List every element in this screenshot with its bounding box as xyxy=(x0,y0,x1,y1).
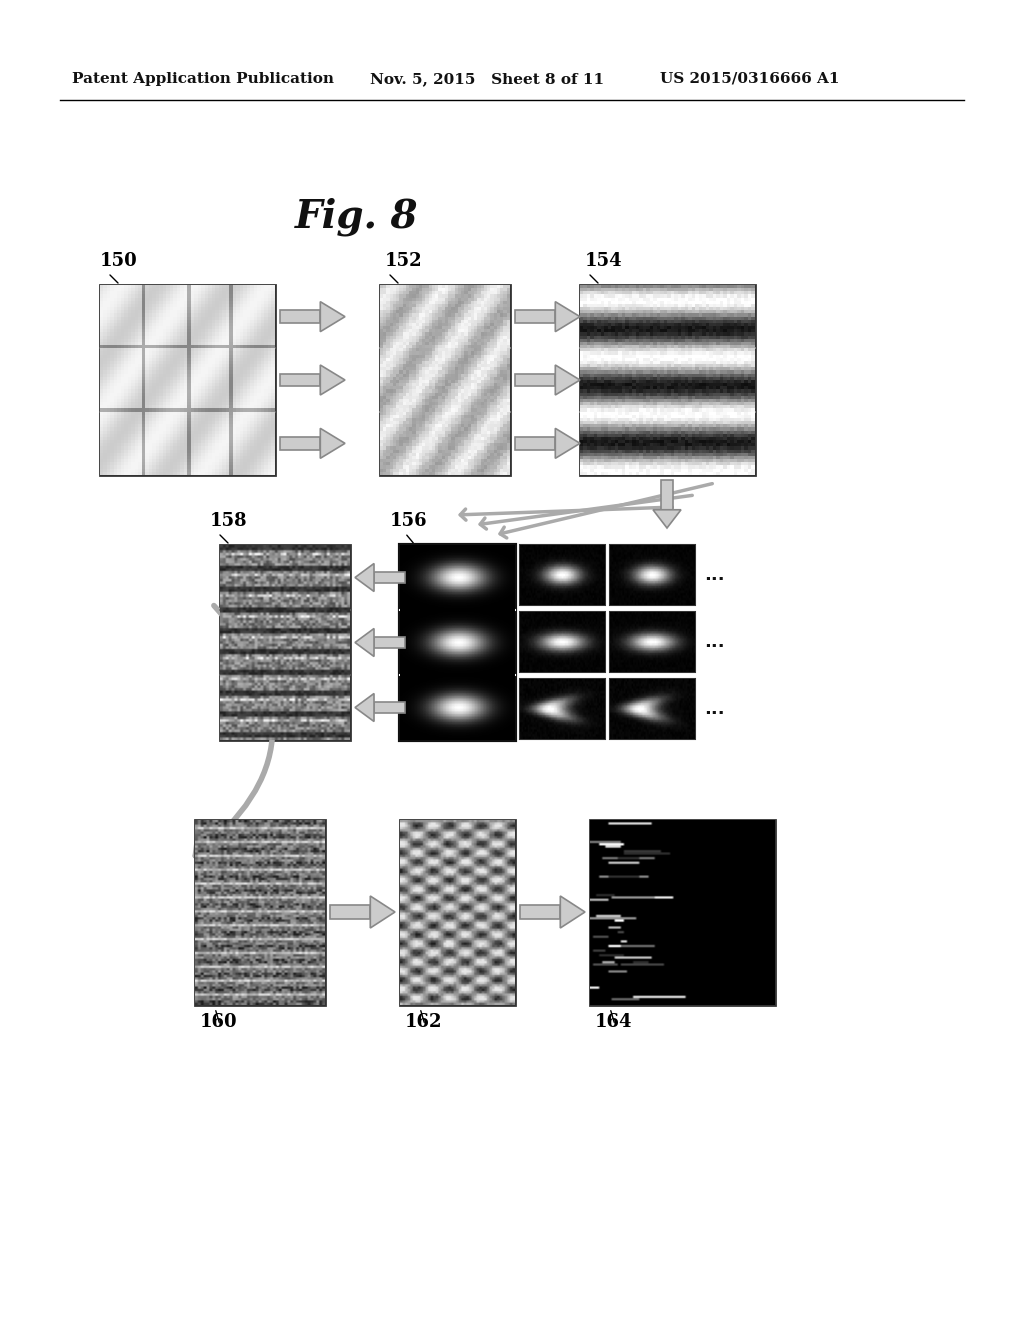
Bar xyxy=(610,545,695,605)
Text: ...: ... xyxy=(705,566,725,583)
Bar xyxy=(610,612,695,672)
Text: Patent Application Publication: Patent Application Publication xyxy=(72,73,334,86)
Polygon shape xyxy=(321,428,345,458)
Text: 160: 160 xyxy=(200,1012,238,1031)
Bar xyxy=(520,906,560,919)
Text: ...: ... xyxy=(705,700,725,718)
Polygon shape xyxy=(321,366,345,395)
Bar xyxy=(374,636,406,648)
Bar xyxy=(520,678,605,739)
Text: 152: 152 xyxy=(385,252,423,271)
Bar xyxy=(520,545,605,605)
FancyArrowPatch shape xyxy=(196,606,272,859)
Polygon shape xyxy=(355,693,374,722)
Text: 156: 156 xyxy=(390,512,428,531)
Bar xyxy=(400,820,515,1005)
Text: 158: 158 xyxy=(210,512,248,531)
Bar xyxy=(280,310,321,323)
Text: ...: ... xyxy=(705,634,725,651)
Bar xyxy=(374,702,406,713)
Polygon shape xyxy=(653,510,681,528)
Bar xyxy=(520,612,605,672)
Bar xyxy=(515,310,555,323)
Polygon shape xyxy=(560,896,585,928)
Bar xyxy=(610,678,695,739)
Polygon shape xyxy=(321,302,345,331)
Text: US 2015/0316666 A1: US 2015/0316666 A1 xyxy=(660,73,840,86)
Bar xyxy=(280,437,321,450)
Bar xyxy=(374,572,406,583)
Bar xyxy=(220,545,350,741)
Polygon shape xyxy=(355,628,374,656)
Bar xyxy=(195,820,325,1005)
Polygon shape xyxy=(555,366,580,395)
Bar xyxy=(100,285,275,475)
Polygon shape xyxy=(355,564,374,591)
Polygon shape xyxy=(555,302,580,331)
Bar xyxy=(515,374,555,387)
Bar xyxy=(590,820,775,1005)
Bar xyxy=(400,545,515,741)
Bar xyxy=(280,374,321,387)
Polygon shape xyxy=(371,896,395,928)
Bar xyxy=(330,906,371,919)
Bar xyxy=(662,480,673,510)
Bar xyxy=(580,285,755,475)
Text: Nov. 5, 2015   Sheet 8 of 11: Nov. 5, 2015 Sheet 8 of 11 xyxy=(370,73,604,86)
Text: 164: 164 xyxy=(595,1012,633,1031)
Polygon shape xyxy=(555,428,580,458)
Text: 162: 162 xyxy=(406,1012,442,1031)
Text: 150: 150 xyxy=(100,252,138,271)
Bar xyxy=(380,285,510,475)
Text: Fig. 8: Fig. 8 xyxy=(295,198,419,236)
Text: 154: 154 xyxy=(585,252,623,271)
Bar xyxy=(515,437,555,450)
